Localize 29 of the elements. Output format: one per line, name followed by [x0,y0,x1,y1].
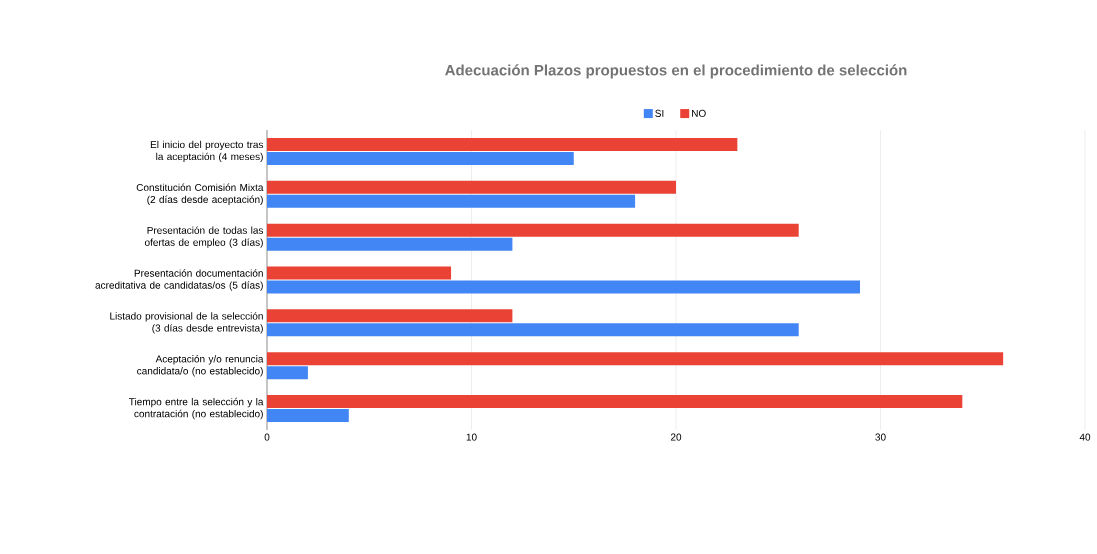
x-tick-label: 0 [264,433,270,441]
bar [267,280,861,294]
legend-label: NO [692,109,706,117]
y-tick-label: Constitución Comisión Mixta (2 días desde aceptación) [136,183,264,206]
bar [267,237,513,251]
x-tick-label: 30 [875,433,886,441]
bar [267,352,1004,366]
legend-label: SI [655,109,664,117]
y-tick-label: Presentación de todas las ofertas de empleo (3 días) [144,226,264,248]
bar [267,409,349,423]
x-tick-label: 40 [1079,433,1091,441]
x-tick-label: 10 [466,433,477,441]
y-tick-label: Listado provisional de la selección (3 días desde entrevista) [110,312,263,334]
bar [267,137,738,151]
bar [267,223,799,237]
chart-title: Adecuación Plazos propuestos en el procedimiento de selección [445,64,907,79]
bar [267,180,677,194]
bar [267,309,513,323]
y-tick-label: Presentación documentación acreditativa de candidatas/os (5 días) [95,269,263,291]
y-tick-label: Aceptación y/o renuncia candidata/o (no establecido) [137,354,264,377]
x-tick-label: 20 [670,433,682,441]
bar [267,194,636,208]
bar [267,395,963,409]
bar [267,323,799,337]
bar [267,266,452,280]
bar [267,366,308,380]
y-tick-label: El inicio del proyecto tras la aceptación (4 meses) [150,140,264,163]
bar [267,151,574,165]
y-tick-label: Tiempo entre la selección y la contratación (no establecido) [129,397,264,420]
